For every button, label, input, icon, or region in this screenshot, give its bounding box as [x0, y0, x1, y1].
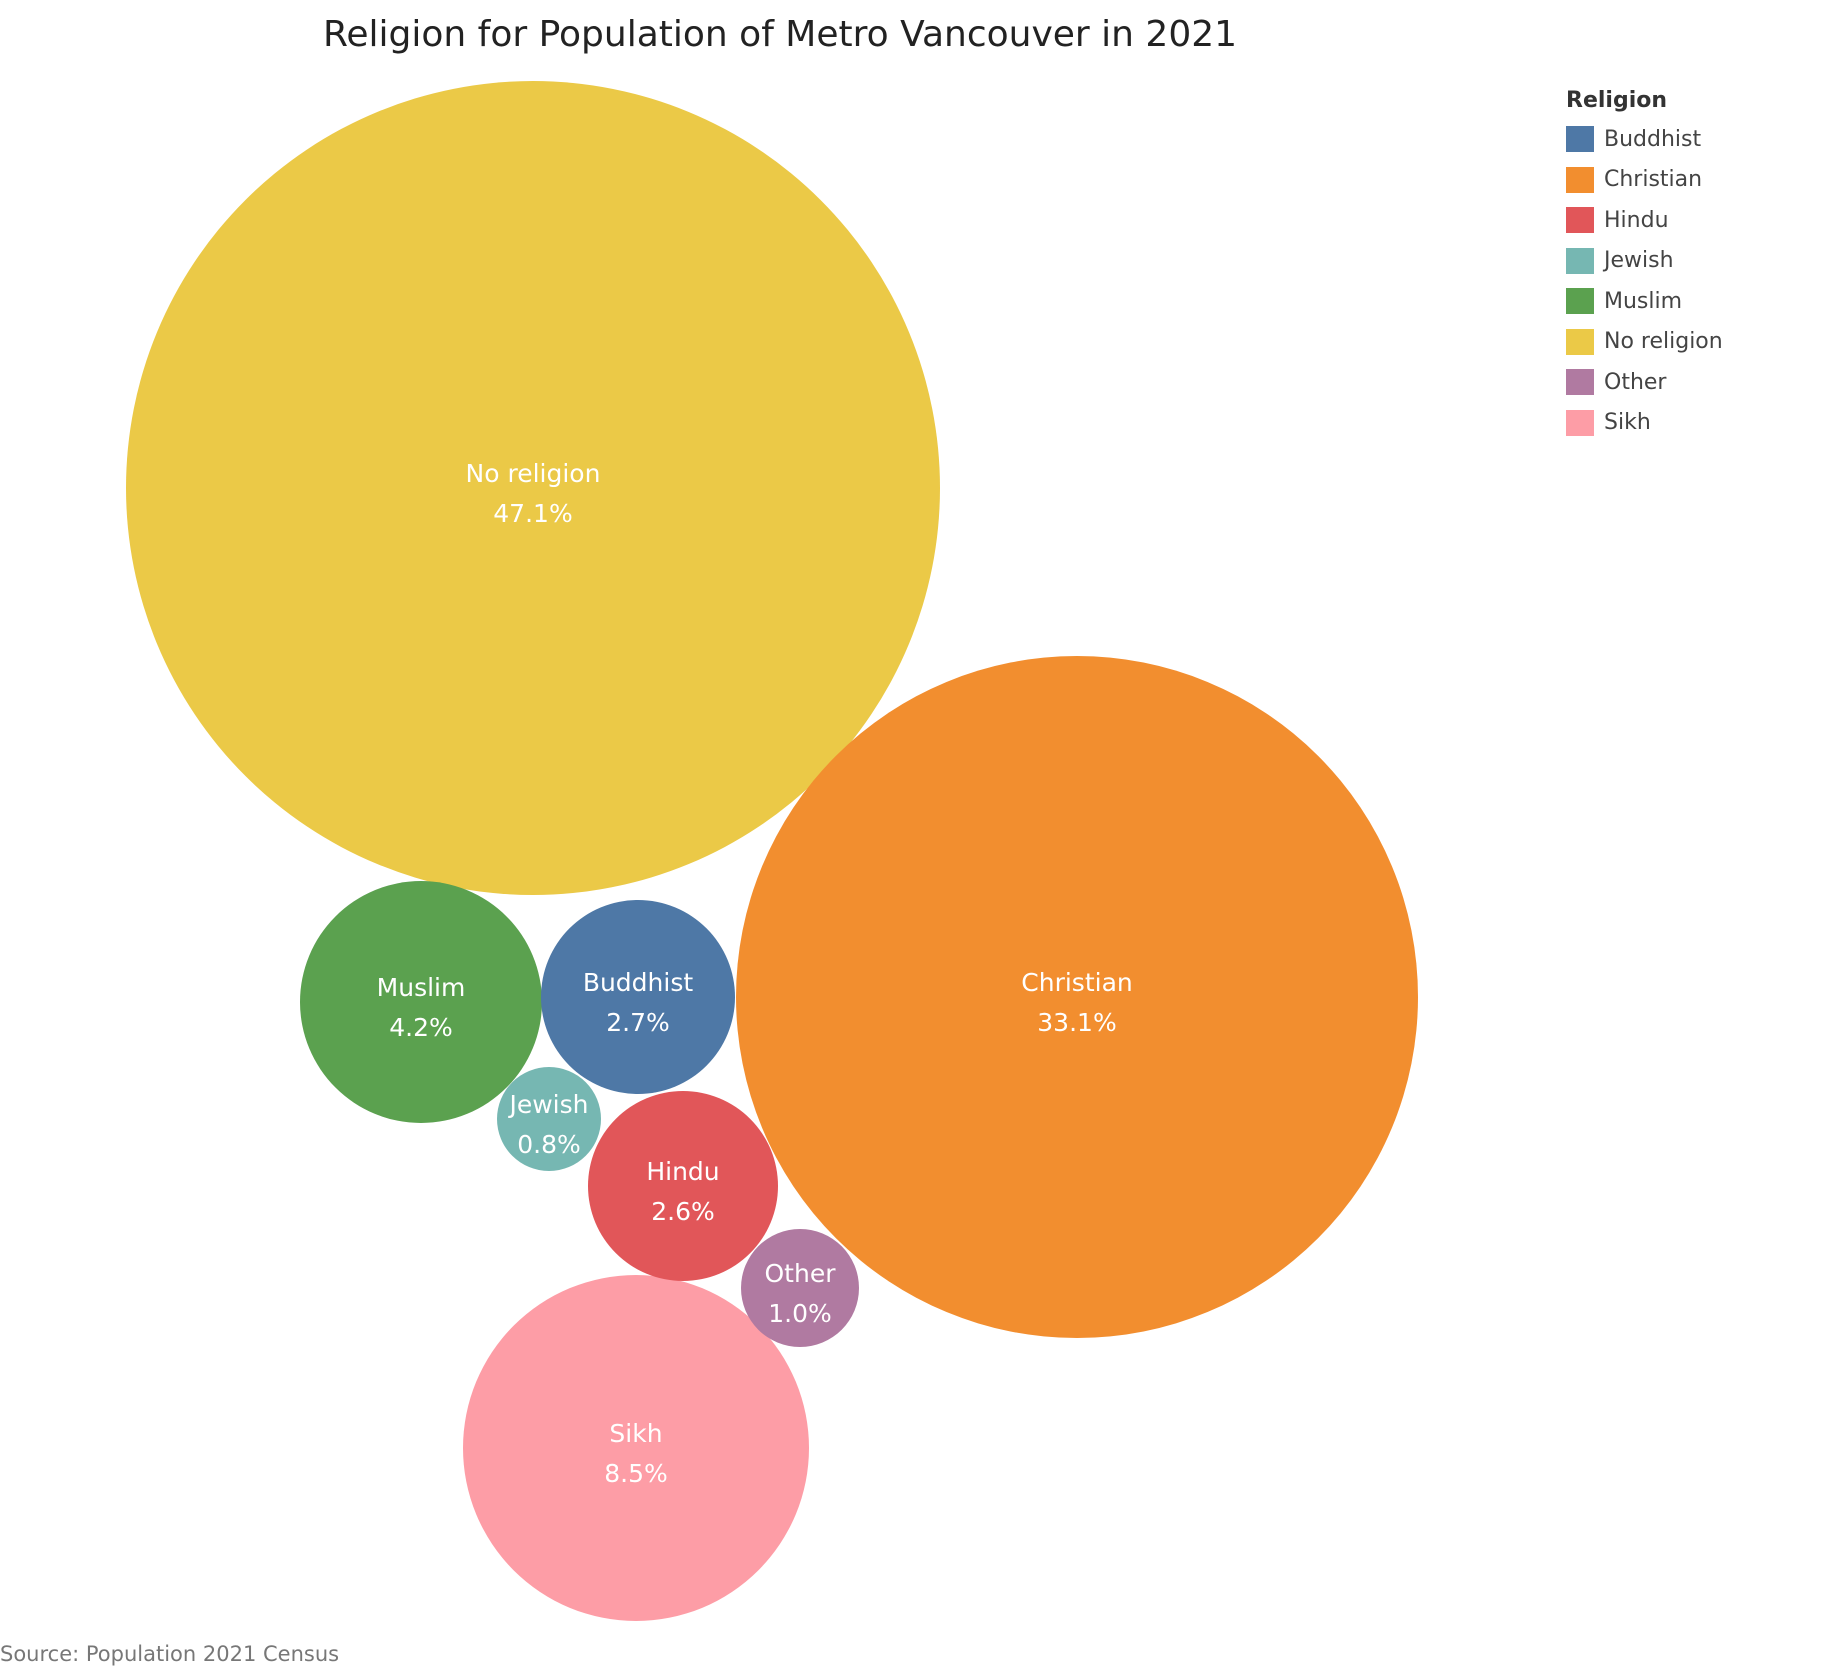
bubble-value-no-religion: 47.1%	[493, 499, 572, 528]
legend-swatch-no-religion	[1566, 328, 1594, 355]
legend-label-jewish: Jewish	[1604, 248, 1674, 274]
legend-label-other: Other	[1604, 369, 1667, 395]
bubble-value-christian: 33.1%	[1037, 1008, 1116, 1037]
legend-swatch-jewish	[1566, 247, 1594, 274]
bubble-circle-sikh	[463, 1275, 809, 1621]
bubble-other: Other 1.0%	[741, 1229, 859, 1347]
bubble-label-other: Other	[765, 1259, 837, 1288]
legend-item-jewish: Jewish	[1566, 241, 1723, 282]
bubble-value-muslim: 4.2%	[389, 1013, 453, 1042]
source-note: Source: Population 2021 Census	[0, 1642, 340, 1666]
bubble-label-jewish: Jewish	[507, 1090, 588, 1119]
bubble-value-buddhist: 2.7%	[606, 1008, 670, 1037]
bubble-value-hindu: 2.6%	[651, 1197, 715, 1226]
legend-label-hindu: Hindu	[1604, 207, 1669, 233]
bubble-value-jewish: 0.8%	[517, 1130, 581, 1159]
legend-swatch-muslim	[1566, 288, 1594, 315]
bubble-sikh: Sikh 8.5%	[463, 1275, 809, 1621]
bubble-jewish: Jewish 0.8%	[497, 1067, 601, 1171]
bubble-circle-muslim	[300, 881, 542, 1123]
bubble-label-sikh: Sikh	[609, 1419, 662, 1448]
bubble-hindu: Hindu 2.6%	[588, 1091, 778, 1281]
legend-item-no-religion: No religion	[1566, 322, 1723, 363]
legend-item-hindu: Hindu	[1566, 200, 1723, 241]
legend: Religion Buddhist Christian Hindu Jewish Mus…	[1566, 88, 1723, 443]
bubble-circle-jewish	[497, 1067, 601, 1171]
legend-swatch-hindu	[1566, 207, 1594, 234]
legend-label-christian: Christian	[1604, 167, 1703, 193]
legend-swatch-sikh	[1566, 409, 1594, 436]
legend-items: Buddhist Christian Hindu Jewish Muslim No rel…	[1566, 119, 1723, 443]
bubble-circle-buddhist	[541, 900, 735, 1094]
chart-title: Religion for Population of Metro Vancouv…	[322, 14, 1238, 55]
bubble-circle-no-religion	[126, 81, 940, 895]
legend-swatch-other	[1566, 369, 1594, 396]
legend-label-no-religion: No religion	[1604, 329, 1723, 355]
legend-item-other: Other	[1566, 362, 1723, 403]
legend-title: Religion	[1566, 88, 1668, 113]
bubble-circle-hindu	[588, 1091, 778, 1281]
bubble-label-muslim: Muslim	[377, 973, 466, 1002]
bubble-value-sikh: 8.5%	[604, 1459, 668, 1488]
legend-label-muslim: Muslim	[1604, 288, 1683, 314]
legend-item-muslim: Muslim	[1566, 281, 1723, 322]
bubble-label-no-religion: No religion	[466, 459, 601, 488]
bubble-label-buddhist: Buddhist	[583, 968, 694, 997]
legend-label-buddhist: Buddhist	[1604, 126, 1702, 152]
legend-item-christian: Christian	[1566, 160, 1723, 201]
legend-item-sikh: Sikh	[1566, 403, 1723, 444]
legend-swatch-buddhist	[1566, 126, 1594, 153]
bubble-value-other: 1.0%	[768, 1299, 832, 1328]
bubble-circle-christian	[736, 656, 1418, 1338]
legend-swatch-christian	[1566, 166, 1594, 193]
bubble-muslim: Muslim 4.2%	[300, 881, 542, 1123]
bubble-christian: Christian 33.1%	[736, 656, 1418, 1338]
bubble-no-religion: No religion 47.1%	[126, 81, 940, 895]
bubble-label-christian: Christian	[1021, 968, 1132, 997]
legend-label-sikh: Sikh	[1604, 410, 1651, 436]
bubble-buddhist: Buddhist 2.7%	[541, 900, 735, 1094]
bubble-label-hindu: Hindu	[646, 1157, 719, 1186]
legend-item-buddhist: Buddhist	[1566, 119, 1723, 160]
bubble-circle-other	[741, 1229, 859, 1347]
